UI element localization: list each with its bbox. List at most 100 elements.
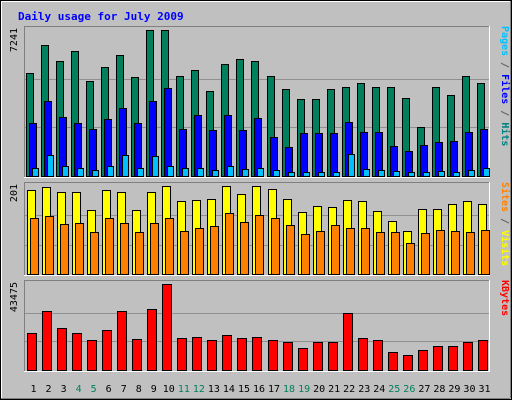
bar-pages-day-2: [47, 155, 54, 177]
bar-sites-day-18: [286, 225, 295, 275]
legend-entry: KBytes: [499, 280, 510, 316]
bar-pages-day-10: [167, 166, 174, 177]
legend-entry: Hits: [499, 122, 511, 146]
bar-pages-day-4: [77, 168, 84, 177]
bar-sites-day-12: [195, 228, 204, 275]
bar-files-day-29: [450, 141, 458, 177]
bar-files-day-21: [330, 133, 338, 177]
bar-sites-day-17: [271, 218, 280, 275]
bar-sites-day-13: [210, 226, 219, 275]
bar-kbytes-day-8: [132, 339, 142, 371]
bar-pages-day-15: [242, 169, 249, 177]
x-tick-label-day-24: 24: [373, 384, 385, 395]
bar-sites-day-19: [301, 234, 310, 275]
bar-pages-day-6: [107, 166, 114, 177]
bar-sites-day-24: [376, 232, 385, 275]
bar-sites-day-21: [331, 225, 340, 275]
bar-kbytes-day-13: [207, 340, 217, 371]
panel-max-label: 43475: [9, 282, 20, 312]
bar-pages-day-16: [257, 168, 264, 177]
x-tick-label-day-18: 18: [283, 384, 295, 395]
legend-entry: Sites: [499, 182, 511, 212]
legend-entry: /: [499, 104, 510, 122]
bar-sites-day-31: [481, 230, 490, 275]
bar-pages-day-17: [273, 170, 280, 177]
bar-pages-day-28: [438, 171, 445, 177]
x-tick-label-day-26: 26: [403, 384, 415, 395]
x-tick-label-day-22: 22: [343, 384, 355, 395]
bar-sites-day-2: [45, 216, 54, 275]
x-tick-label-day-28: 28: [433, 384, 445, 395]
bar-files-day-16: [254, 118, 262, 177]
bar-sites-day-16: [255, 215, 264, 275]
panel-max-label: 7241: [9, 28, 20, 52]
x-tick-label-day-12: 12: [193, 384, 205, 395]
bar-sites-day-5: [90, 232, 99, 275]
bar-kbytes-day-27: [418, 350, 428, 371]
bar-sites-day-14: [225, 213, 234, 275]
bar-kbytes-day-1: [27, 333, 37, 371]
bar-sites-day-3: [60, 224, 69, 275]
x-tick-label-day-15: 15: [238, 384, 250, 395]
bar-kbytes-day-9: [147, 309, 157, 371]
bar-kbytes-day-6: [102, 330, 112, 371]
legend-entry: Visits: [499, 230, 511, 266]
bar-kbytes-day-16: [252, 337, 262, 371]
bar-pages-day-30: [468, 170, 475, 177]
x-tick-label-day-29: 29: [448, 384, 460, 395]
bar-pages-day-31: [483, 168, 490, 177]
bar-kbytes-day-21: [328, 342, 338, 371]
bar-pages-day-22: [348, 154, 355, 177]
bar-kbytes-day-15: [237, 338, 247, 371]
bar-kbytes-day-7: [117, 311, 127, 371]
bar-kbytes-day-22: [343, 313, 353, 371]
bar-kbytes-day-29: [448, 346, 458, 371]
bar-sites-day-9: [150, 223, 159, 275]
bar-sites-day-30: [466, 232, 475, 275]
bar-sites-day-11: [180, 231, 189, 275]
bar-pages-day-19: [303, 172, 310, 177]
bar-pages-day-29: [453, 172, 460, 177]
x-tick-label-day-23: 23: [358, 384, 370, 395]
panel-2: 201 Sites / Visits: [9, 182, 511, 276]
x-tick-label-day-27: 27: [418, 384, 430, 395]
bar-pages-day-1: [32, 168, 39, 177]
bar-sites-day-29: [451, 231, 460, 275]
bar-sites-day-20: [316, 231, 325, 275]
bar-files-day-27: [420, 145, 428, 177]
x-tick-label-day-31: 31: [478, 384, 490, 395]
bar-files-day-24: [375, 132, 383, 177]
bar-sites-day-15: [240, 222, 249, 275]
bar-sites-day-7: [120, 223, 129, 275]
bar-files-day-19: [300, 133, 308, 177]
bar-pages-day-5: [92, 170, 99, 177]
bar-pages-day-23: [363, 169, 370, 177]
legend-entry: Pages: [499, 26, 510, 56]
panel-legend: KBytes: [499, 280, 510, 316]
bar-files-day-30: [465, 132, 473, 177]
bar-pages-day-9: [152, 156, 159, 177]
bar-pages-day-20: [318, 172, 325, 177]
x-tick-label-day-1: 1: [31, 384, 37, 395]
bar-kbytes-day-25: [388, 352, 398, 371]
x-tick-label-day-17: 17: [268, 384, 280, 395]
bar-files-day-10: [164, 88, 172, 177]
bar-sites-day-22: [346, 228, 355, 275]
bar-kbytes-day-24: [373, 340, 383, 371]
bar-pages-day-18: [288, 172, 295, 177]
bar-files-day-20: [315, 133, 323, 177]
bar-sites-day-8: [135, 232, 144, 275]
bar-sites-day-26: [406, 243, 415, 275]
x-tick-label-day-21: 21: [328, 384, 340, 395]
bar-pages-day-27: [423, 172, 430, 177]
bar-pages-day-14: [227, 166, 234, 177]
x-tick-label-day-13: 13: [208, 384, 220, 395]
bar-pages-day-12: [197, 168, 204, 177]
bar-kbytes-day-14: [222, 335, 232, 371]
bar-pages-day-24: [378, 170, 385, 177]
bar-kbytes-day-26: [403, 355, 413, 371]
legend-entry: /: [499, 212, 510, 230]
bar-kbytes-day-31: [478, 340, 488, 371]
